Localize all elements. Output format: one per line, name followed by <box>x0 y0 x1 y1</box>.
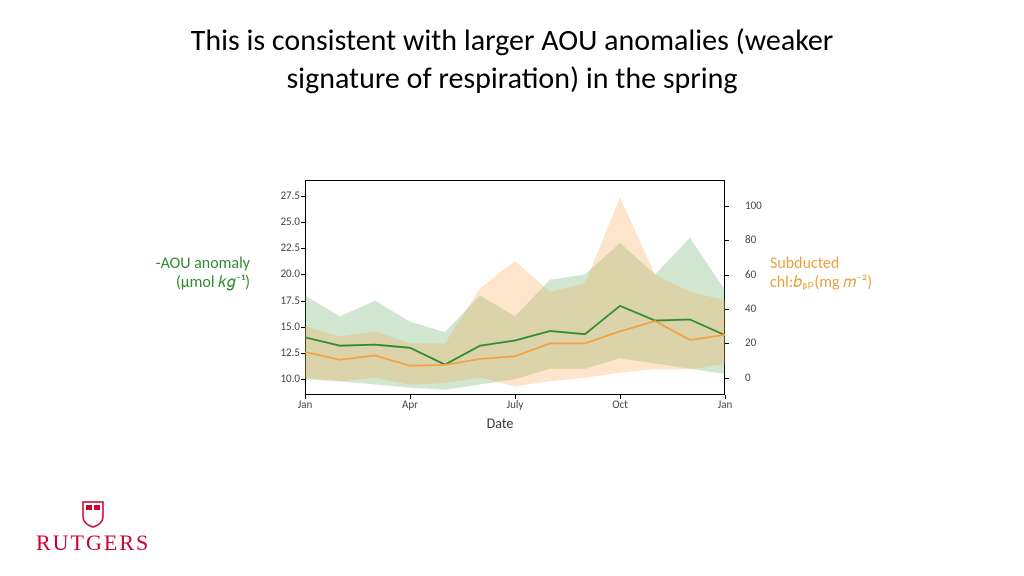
xtick: Jan <box>298 398 313 411</box>
logo-text: RUTGERS <box>36 530 150 555</box>
ytick-left: 22.5 <box>260 241 300 254</box>
chart-svg <box>305 180 725 395</box>
title-line1: This is consistent with larger AOU anoma… <box>191 22 834 59</box>
ytick-left: 20.0 <box>260 267 300 280</box>
ytick-right: 60 <box>745 268 770 281</box>
ytick-left: 25.0 <box>260 215 300 228</box>
ytick-left: 17.5 <box>260 294 300 307</box>
title-line2: signature of respiration) in the spring <box>286 60 737 97</box>
y-axis-left-label: -AOU anomaly (μmol 𝑘𝑔⁻¹) <box>120 254 250 292</box>
x-axis-label: Date <box>260 415 740 432</box>
rutgers-logo: RUTGERS <box>36 500 150 556</box>
ytick-right: 20 <box>745 336 770 349</box>
series-fill-chl <box>305 197 725 386</box>
xtick: Oct <box>612 398 628 411</box>
ytick-left: 15.0 <box>260 320 300 333</box>
chart-container: Date 10.012.515.017.520.022.525.027.5020… <box>260 170 740 430</box>
ytick-right: 100 <box>745 199 770 212</box>
ytick-right: 0 <box>745 371 770 384</box>
shield-icon <box>81 500 105 528</box>
ytick-left: 12.5 <box>260 346 300 359</box>
xtick: July <box>507 398 524 411</box>
ytick-right: 40 <box>745 302 770 315</box>
slide-title: This is consistent with larger AOU anoma… <box>0 22 1024 97</box>
ytick-left: 10.0 <box>260 372 300 385</box>
ytick-right: 80 <box>745 233 770 246</box>
xtick: Jan <box>718 398 733 411</box>
xtick: Apr <box>402 398 418 411</box>
ytick-left: 27.5 <box>260 189 300 202</box>
y-axis-right-label: Subducted chl:𝑏ᵦₚ(mg 𝑚⁻²) <box>770 254 920 292</box>
